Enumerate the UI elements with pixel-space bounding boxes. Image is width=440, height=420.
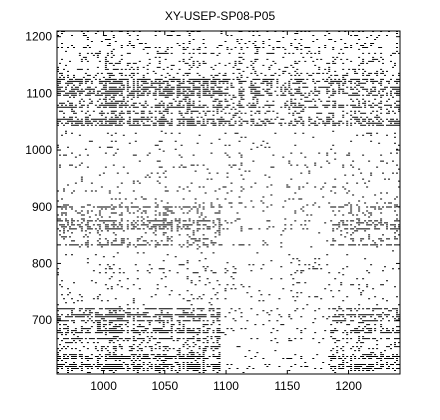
chart-title: XY-USEP-SP08-P05 bbox=[165, 9, 276, 23]
y-tick-label: 700 bbox=[32, 313, 52, 327]
x-tick-label: 1150 bbox=[274, 379, 300, 393]
x-tick-label: 1100 bbox=[213, 379, 239, 393]
x-tick-label: 1000 bbox=[90, 379, 117, 393]
y-axis-ticks: 700 800 900 1000 1100 1200 bbox=[25, 30, 400, 327]
y-tick-label: 900 bbox=[32, 200, 52, 214]
x-tick-label: 1050 bbox=[151, 379, 178, 393]
data-markers bbox=[57, 31, 400, 373]
x-tick-label: 1200 bbox=[335, 379, 362, 393]
y-tick-label: 1100 bbox=[26, 86, 52, 100]
y-tick-label: 1000 bbox=[25, 143, 52, 157]
y-tick-label: 1200 bbox=[25, 30, 52, 44]
x-axis-ticks: 1000 1050 1100 1150 1200 bbox=[90, 31, 362, 393]
recurrence-points bbox=[57, 31, 400, 373]
axes-frame bbox=[56, 30, 401, 375]
y-tick-label: 800 bbox=[32, 256, 52, 270]
